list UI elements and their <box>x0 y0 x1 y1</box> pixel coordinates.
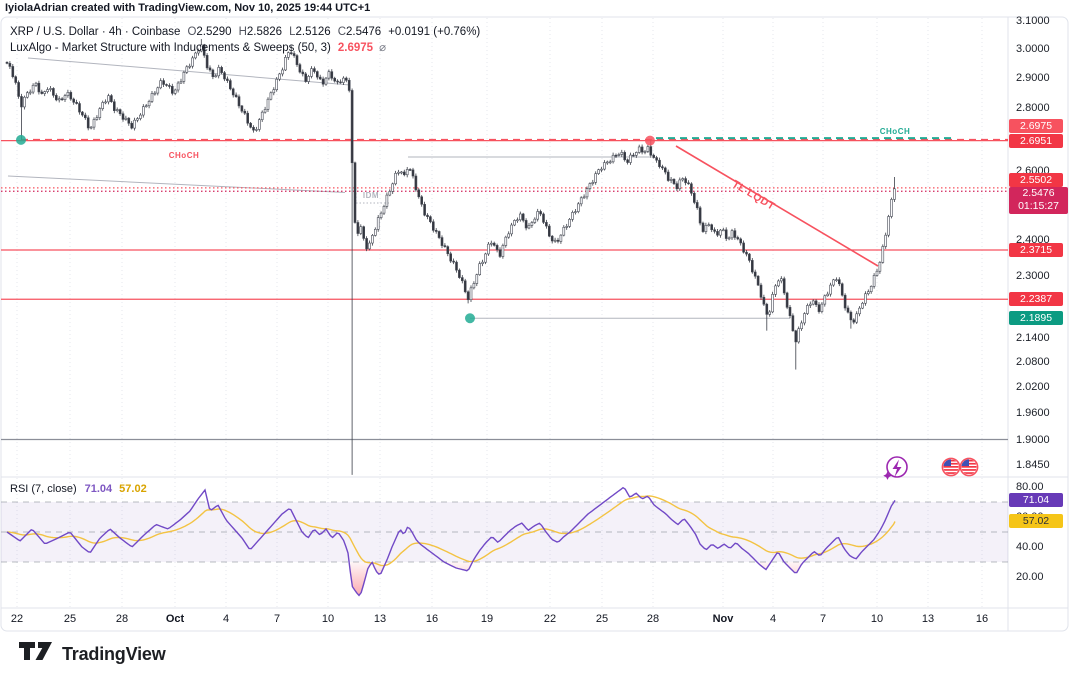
tl-lqdt-label: TL LQDT <box>730 178 777 213</box>
price-axis-label: 2.8000 <box>1016 101 1050 114</box>
time-axis-label[interactable]: 10 <box>321 613 335 625</box>
price-badge-57.02: 57.02 <box>1009 514 1063 529</box>
price-axis-label: 2.4000 <box>1016 233 1050 246</box>
price-axis-label: 1.9600 <box>1016 406 1050 419</box>
attribution-text: IyiolaAdrian created with TradingView.co… <box>5 2 371 14</box>
symbol-title[interactable]: XRP / U.S. Dollar · 4h · Coinbase <box>10 26 181 38</box>
time-axis-label[interactable]: 25 <box>63 613 77 625</box>
rsi-axis-label: 80.00 <box>1016 481 1044 493</box>
rsi-ma-line[interactable] <box>6 495 896 567</box>
ohlc-key: L <box>289 26 296 38</box>
choch-label-red: CHoCH <box>169 151 200 160</box>
ohlc-value: 2.5290 <box>196 26 232 38</box>
rsi-axis-label: 40.00 <box>1016 541 1044 553</box>
price-axis-label: 3.0000 <box>1016 43 1050 55</box>
time-axis-label[interactable]: 7 <box>819 613 827 625</box>
price-axis-label: 1.9000 <box>1016 433 1050 446</box>
event-icons[interactable] <box>883 456 979 480</box>
indicator-title[interactable]: LuxAlgo - Market Structure with Induceme… <box>10 42 331 54</box>
rsi-oversold-fill <box>785 562 804 573</box>
us-flag-event-icon[interactable] <box>943 459 959 475</box>
time-axis-label[interactable]: 13 <box>921 613 935 625</box>
indicator-legend-row[interactable]: LuxAlgo - Market Structure with Induceme… <box>10 40 480 56</box>
price-axis-label: 2.0800 <box>1016 356 1050 369</box>
structure-marker[interactable] <box>465 313 475 324</box>
time-axis-label[interactable]: 22 <box>543 613 557 625</box>
time-axis-label[interactable]: Oct <box>165 613 185 625</box>
structure-marker[interactable] <box>645 135 655 146</box>
price-badge-2.2387: 2.2387 <box>1009 292 1063 307</box>
time-axis-label[interactable]: 10 <box>870 613 884 625</box>
chart-border <box>0 16 1069 632</box>
price-axis-label: 1.8450 <box>1016 458 1050 471</box>
tradingview-logo-text: TradingView <box>62 643 166 664</box>
price-badge-71.04: 71.04 <box>1009 493 1063 508</box>
time-axis-label[interactable]: 28 <box>646 613 660 625</box>
rsi-pane[interactable] <box>1 486 1008 597</box>
price-badge-2.1895: 2.1895 <box>1009 311 1063 326</box>
time-axis-label[interactable]: 7 <box>273 613 281 625</box>
rsi-line[interactable] <box>6 486 896 597</box>
price-badge-2.5476: 2.5476 01:15:27 <box>1009 186 1068 214</box>
rsi-value: 71.04 <box>84 483 113 495</box>
rsi-legend[interactable]: RSI (7, close) 71.04 57.02 <box>10 483 147 495</box>
time-axis-label[interactable]: 19 <box>480 613 494 625</box>
time-axis-label[interactable]: 4 <box>222 613 230 625</box>
rsi-axis-label: 20.00 <box>1016 571 1044 583</box>
time-axis-label[interactable]: 4 <box>769 613 777 625</box>
time-axis-label[interactable]: 13 <box>373 613 387 625</box>
indicator-value: 2.6975 <box>337 42 374 54</box>
symbol-legend-row: XRP / U.S. Dollar · 4h · Coinbase O2.5290… <box>10 24 480 40</box>
rsi-title[interactable]: RSI (7, close) <box>10 483 77 495</box>
time-axis-label[interactable]: 22 <box>10 613 24 625</box>
ohlc-key: C <box>337 26 346 38</box>
price-badge-2.5502: 2.5502 <box>1009 172 1063 187</box>
rsi-oversold-fill <box>444 562 472 571</box>
us-flag-event-icon[interactable] <box>961 459 977 475</box>
time-axis-label[interactable]: 16 <box>975 613 989 625</box>
rsi-band <box>1 502 1008 562</box>
price-badge-2.6975: 2.6975 <box>1009 118 1063 133</box>
sparkle-icon <box>883 471 892 480</box>
price-badge-2.3715: 2.3715 <box>1009 243 1063 257</box>
structure-marker[interactable] <box>16 134 26 145</box>
price-axis-label: 2.0200 <box>1016 381 1050 394</box>
price-levels[interactable] <box>1 137 1008 441</box>
price-axis-label: 2.1400 <box>1016 331 1050 344</box>
time-axis-label[interactable]: Nov <box>712 613 734 625</box>
candlesticks[interactable] <box>5 39 896 475</box>
indicator-empty-icon[interactable]: ⌀ <box>379 42 386 54</box>
rsi-ma-value: 57.02 <box>119 483 147 495</box>
footer-branding[interactable]: TradingView <box>18 641 166 667</box>
change-value: +0.0191 (+0.76%) <box>388 26 481 38</box>
ohlc-value: 2.5476 <box>346 26 382 38</box>
time-axis-label[interactable]: 16 <box>425 613 439 625</box>
time-axis-label[interactable]: 28 <box>115 613 129 625</box>
tradingview-logo-icon <box>19 642 52 660</box>
price-axis-label: 2.9000 <box>1016 71 1050 84</box>
ohlc-value: 2.5126 <box>295 26 331 38</box>
time-axis-label[interactable]: 25 <box>595 613 609 625</box>
price-axis-label: 3.1000 <box>1016 14 1050 27</box>
lightning-icon <box>892 459 902 477</box>
tl-lqdt-trendline[interactable] <box>675 145 879 267</box>
ohlc-value: 2.5826 <box>246 26 283 38</box>
symbol-legend[interactable]: XRP / U.S. Dollar · 4h · Coinbase O2.5290… <box>10 24 480 56</box>
ohlc-key: O <box>187 26 197 38</box>
ohlc-values: O2.5290 H2.5826 L2.5126 C2.5476 <box>180 26 381 38</box>
price-axis-label: 2.3000 <box>1016 270 1050 283</box>
ohlc-key: H <box>238 26 247 38</box>
idm-label: IDM <box>363 191 379 200</box>
price-badge-2.6951: 2.6951 <box>1009 133 1063 148</box>
choch-label-teal: CHoCH <box>880 127 911 136</box>
